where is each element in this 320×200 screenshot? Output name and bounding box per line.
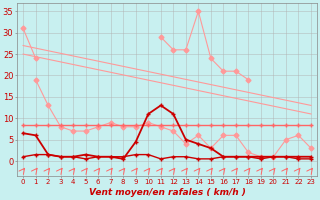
X-axis label: Vent moyen/en rafales ( km/h ): Vent moyen/en rafales ( km/h ) — [89, 188, 245, 197]
